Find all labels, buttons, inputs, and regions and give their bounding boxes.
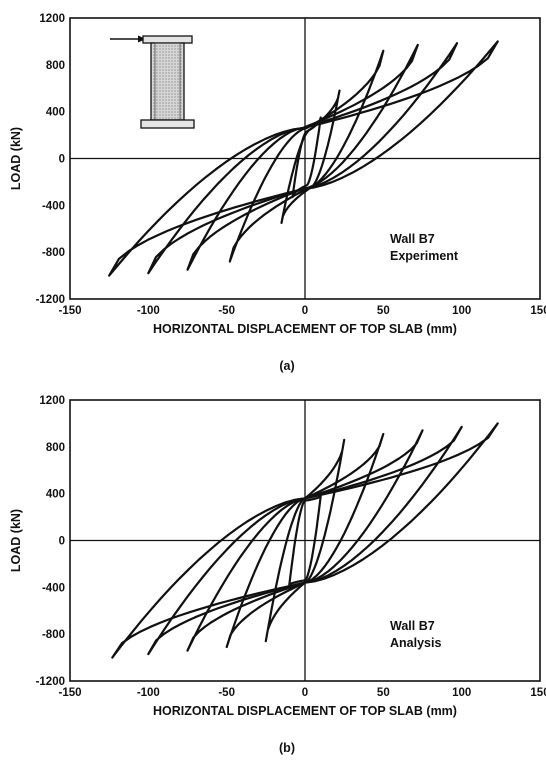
load-arrow-head <box>138 35 146 43</box>
x-axis-label-b: HORIZONTAL DISPLACEMENT OF TOP SLAB (mm) <box>153 704 457 718</box>
x-tick-label: -50 <box>218 687 235 699</box>
x-tick-labels-b: -150 -100 -50 0 50 100 150 <box>58 687 546 699</box>
x-tick-labels-a: -150 -100 -50 0 50 100 150 <box>58 305 546 317</box>
x-tick-label: -50 <box>218 305 235 317</box>
x-tick-label: 150 <box>530 687 546 699</box>
annotation-method-a: Experiment <box>390 249 459 263</box>
x-tick-label: 50 <box>377 305 390 317</box>
y-tick-label: -400 <box>42 200 65 212</box>
top-slab <box>142 35 193 44</box>
y-axis-label-b: LOAD (kN) <box>9 509 23 572</box>
x-tick-label: 100 <box>452 305 471 317</box>
y-tick-labels-a: -1200 -800 -400 0 400 800 1200 <box>36 13 65 306</box>
x-tick-label: -150 <box>58 305 81 317</box>
x-tick-label: 100 <box>452 687 471 699</box>
hysteresis-loop-a-3 <box>228 49 385 263</box>
panel-a: -150 -100 -50 0 50 100 150 -1200 -800 -400 0 400 80… <box>9 13 546 373</box>
hysteresis-loops-a <box>108 40 499 277</box>
y-tick-label: 400 <box>46 107 65 119</box>
y-tick-label: -800 <box>42 247 65 259</box>
wall-panel <box>150 42 185 121</box>
annotation-method-b: Analysis <box>390 636 441 650</box>
annotation-wall-a: Wall B7 <box>390 232 435 246</box>
hysteresis-loops-b <box>111 422 499 659</box>
y-axis-label-a: LOAD (kN) <box>9 127 23 190</box>
hysteresis-loop-b-5 <box>147 425 463 656</box>
y-tick-label: -1200 <box>36 294 65 306</box>
y-tick-label: 0 <box>59 536 65 548</box>
x-axis-label-a: HORIZONTAL DISPLACEMENT OF TOP SLAB (mm) <box>153 322 457 336</box>
x-tick-label: 150 <box>530 305 546 317</box>
panel-label-b: (b) <box>279 741 295 755</box>
base-slab <box>140 119 195 129</box>
y-tick-label: 400 <box>46 489 65 501</box>
x-tick-label: -100 <box>137 687 160 699</box>
x-tick-label: -100 <box>137 305 160 317</box>
y-tick-labels-b: -1200 -800 -400 0 400 800 1200 <box>36 395 65 688</box>
hysteresis-loop-a-5 <box>147 42 459 275</box>
hysteresis-loop-a-4 <box>186 43 419 271</box>
x-tick-label: 0 <box>302 687 308 699</box>
hysteresis-loop-b-2 <box>264 438 346 643</box>
y-tick-label: 1200 <box>39 13 65 25</box>
y-tick-label: -800 <box>42 629 65 641</box>
panel-label-a: (a) <box>279 359 294 373</box>
hysteresis-loop-b-3 <box>225 432 385 649</box>
y-tick-label: 800 <box>46 60 65 72</box>
hysteresis-loop-a-2 <box>280 89 341 224</box>
y-tick-label: 0 <box>59 154 65 166</box>
hysteresis-loop-b-4 <box>186 429 424 652</box>
x-tick-label: 50 <box>377 687 390 699</box>
x-tick-label: -150 <box>58 687 81 699</box>
hysteresis-loop-a-6 <box>108 40 499 277</box>
x-tick-label: 0 <box>302 305 308 317</box>
y-tick-label: 1200 <box>39 395 65 407</box>
y-tick-label: 800 <box>46 442 65 454</box>
annotation-wall-b: Wall B7 <box>390 619 435 633</box>
wall-specimen-sketch <box>110 35 195 129</box>
y-tick-label: -400 <box>42 582 65 594</box>
y-tick-label: -1200 <box>36 676 65 688</box>
hysteresis-loop-b-6 <box>111 422 499 659</box>
panel-b: -150 -100 -50 0 50 100 150 -1200 -800 -400 0 400 80… <box>9 395 546 755</box>
